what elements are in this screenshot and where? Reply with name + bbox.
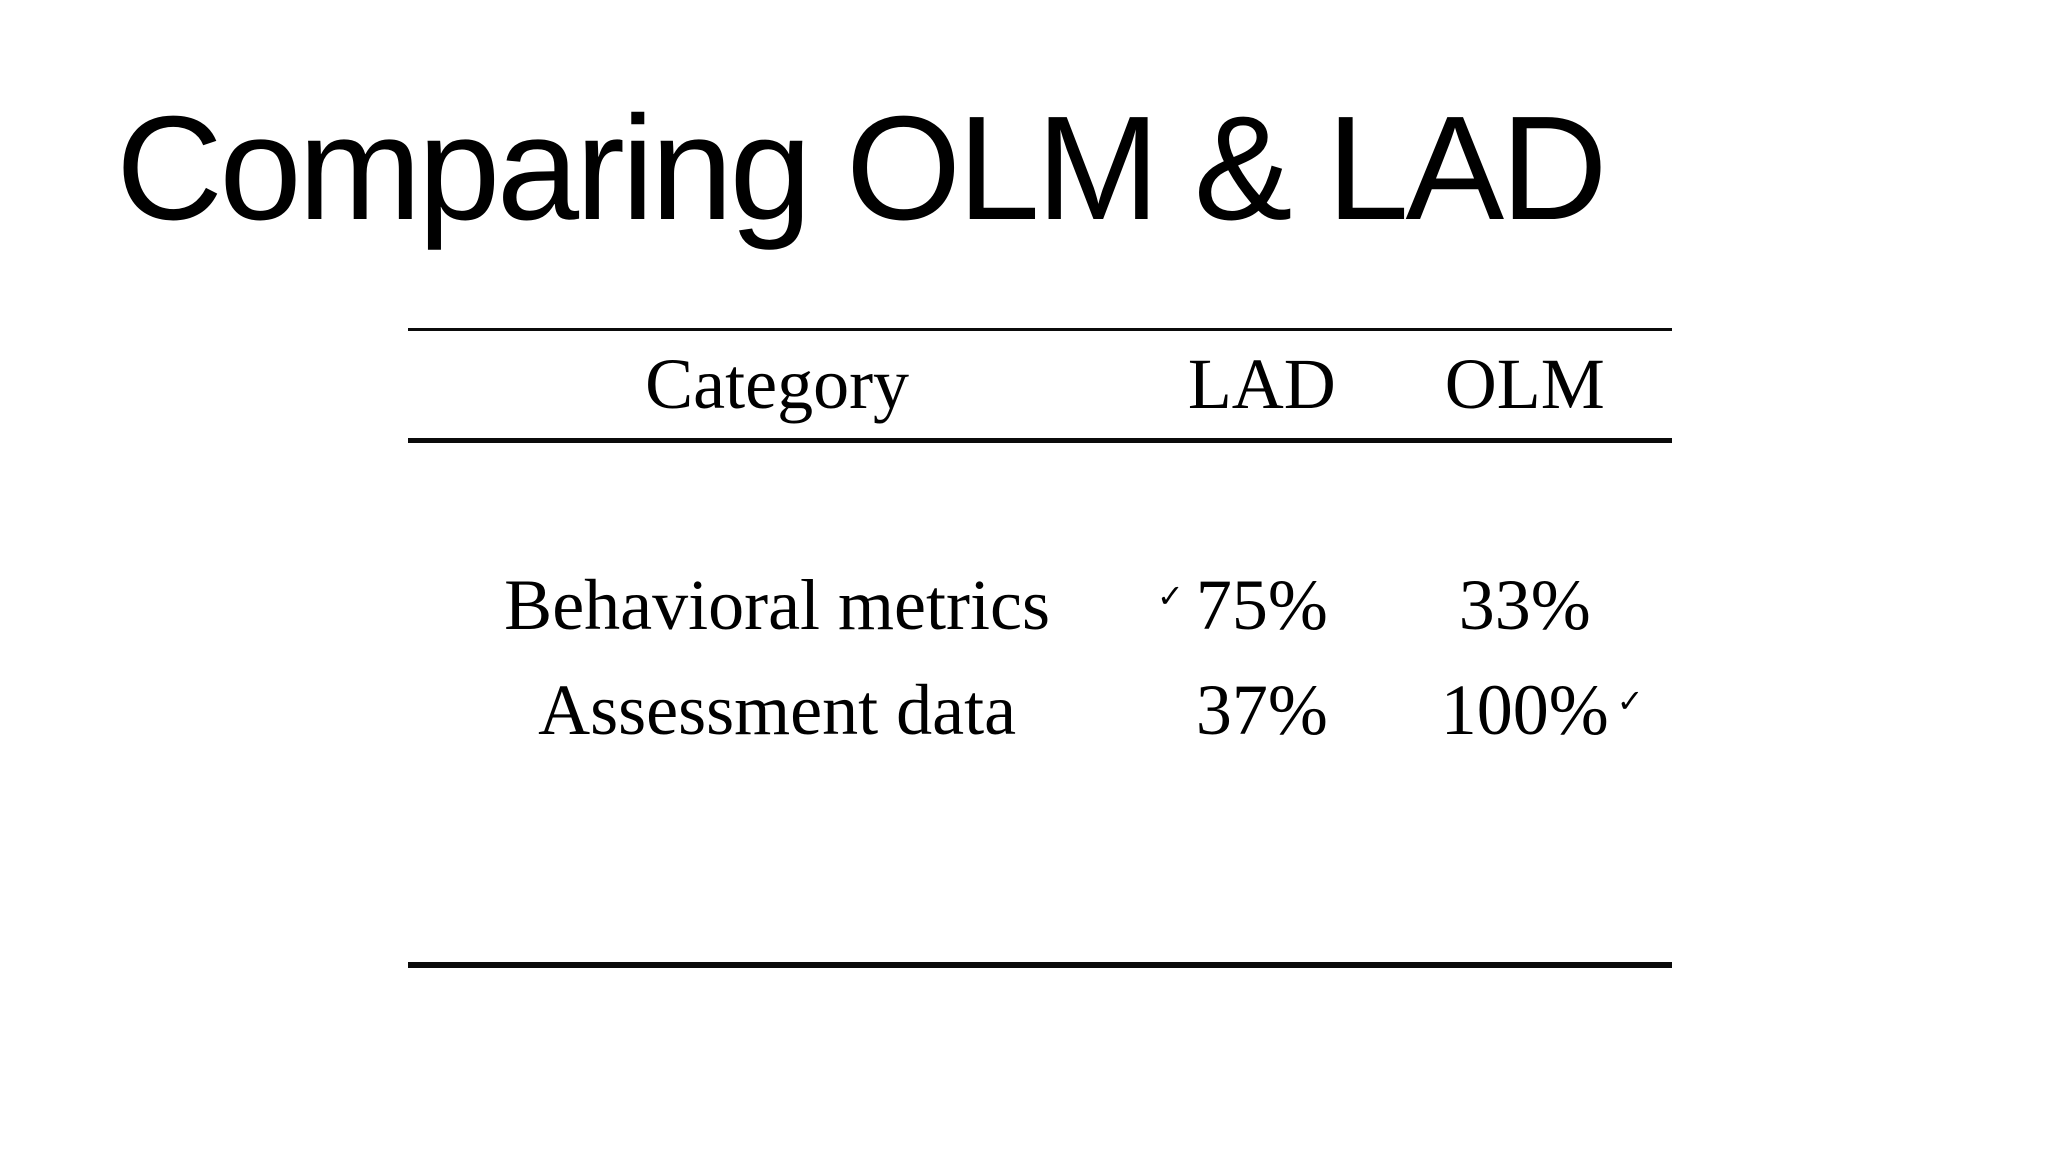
lad-value-wrap: ✓ 75% [1157,565,1328,646]
comparison-table: Category LAD OLM Behavioral metrics ✓ 75… [408,328,1672,968]
lad-value: 75% [1195,565,1328,646]
category-cell: Assessment data [538,670,1017,751]
olm-value-cell: 33% [1377,565,1672,646]
olm-value-cell: 100% ✓ [1377,670,1672,751]
category-cell: Behavioral metrics [504,565,1050,646]
lad-value-cell: ✓ 75% [1146,565,1377,646]
table-row-behavioral-metrics: Behavioral metrics ✓ 75% 33% [408,553,1672,658]
check-icon: ✓ [1616,682,1644,721]
olm-value-wrap: 33% [1459,565,1591,646]
table-header-row: Category LAD OLM [408,331,1672,438]
lad-value-cell: 37% [1146,670,1377,751]
lad-value: 37% [1195,670,1328,751]
olm-value-wrap: 100% ✓ [1440,670,1644,751]
column-header-olm: OLM [1444,344,1605,425]
olm-value: 100% [1440,670,1609,751]
table-body: Behavioral metrics ✓ 75% 33% [408,443,1672,962]
column-header-lad: LAD [1187,344,1336,425]
check-icon: ✓ [1157,577,1184,616]
slide-title: Comparing OLM & LAD [116,86,1608,251]
lad-value-wrap: 37% [1196,670,1328,751]
table-bottom-rule [408,962,1672,968]
table-header-rule [408,438,1672,443]
table-row-assessment-data: Assessment data 37% 100% ✓ [408,658,1672,763]
olm-value: 33% [1458,565,1591,646]
column-header-category: Category [645,344,910,425]
table-top-rule [408,328,1672,331]
